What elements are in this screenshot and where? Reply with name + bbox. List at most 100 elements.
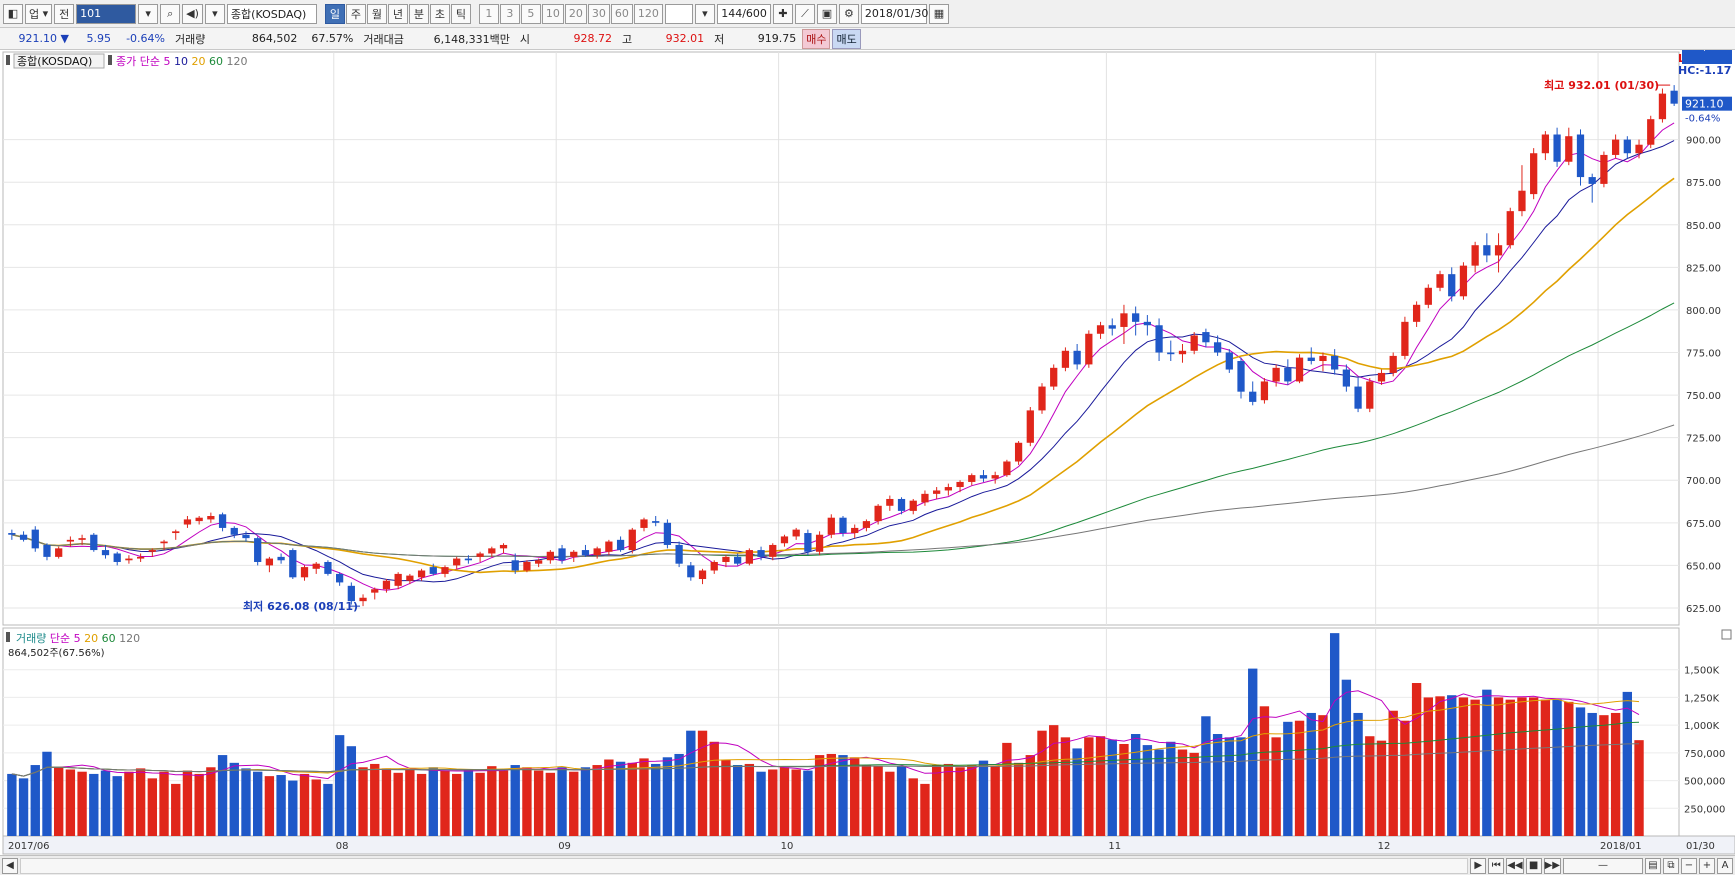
volume-bar	[803, 770, 813, 836]
candle	[43, 544, 51, 557]
price-y-tick: 700.00	[1686, 476, 1721, 487]
volume-legend-title: 거래량	[16, 632, 50, 645]
count-input[interactable]: 144/600	[716, 3, 771, 24]
interval-dropdown-icon[interactable]: ▾	[694, 3, 715, 24]
x-axis-label: 2017/06	[8, 841, 50, 852]
drawing-tool-icon[interactable]: ⟋	[794, 3, 815, 24]
play-back-icon[interactable]: ◀◀	[1506, 857, 1524, 874]
gear-icon[interactable]: ⚙	[838, 3, 859, 24]
candle	[710, 561, 718, 571]
interval-custom-input[interactable]	[664, 3, 693, 24]
candle	[1026, 410, 1034, 443]
volume-ma-line-120	[11, 743, 1640, 777]
menu-dropdown-icon[interactable]: ▾	[204, 3, 225, 24]
candle	[1225, 352, 1233, 370]
candle	[1600, 154, 1608, 184]
volume-bar	[1177, 749, 1188, 836]
interval-button-7[interactable]: 120	[633, 3, 663, 24]
interval-button-5[interactable]: 30	[587, 3, 610, 24]
candle	[113, 553, 121, 562]
interval-button-0[interactable]: 1	[478, 3, 499, 24]
volume-bar	[967, 765, 977, 836]
zoom-out-icon[interactable]: −	[1681, 857, 1697, 874]
candle	[136, 556, 145, 559]
candle	[652, 521, 660, 523]
candle	[581, 550, 590, 556]
volume-bar	[147, 778, 158, 836]
candle	[55, 548, 63, 557]
calendar-icon[interactable]: ▦	[928, 3, 949, 24]
last-volume-label: 864,502	[1684, 50, 1725, 53]
candle	[441, 567, 449, 574]
play-forward-icon[interactable]: ▶▶	[1543, 857, 1561, 874]
interval-button-2[interactable]: 5	[520, 3, 541, 24]
sell-button[interactable]: 매도	[832, 28, 861, 49]
candle	[1647, 119, 1655, 145]
font-size-icon[interactable]: A	[1717, 857, 1733, 874]
save-icon[interactable]: ▣	[816, 3, 837, 24]
crosshair-icon[interactable]: ✚	[772, 3, 793, 24]
volume-bar	[1447, 695, 1457, 836]
layout-icon[interactable]: ▤	[1645, 857, 1661, 874]
zoom-in-icon[interactable]: +	[1699, 857, 1715, 874]
volume-bar	[77, 771, 87, 836]
jump-first-icon[interactable]: ⏮	[1488, 857, 1505, 874]
volume-bar	[1248, 668, 1258, 836]
buy-button[interactable]: 매수	[802, 28, 831, 49]
date-input[interactable]: 2018/01/30	[860, 3, 928, 24]
zoom-slider[interactable]: —	[1563, 857, 1643, 874]
period-button-0[interactable]: 일	[324, 3, 345, 24]
candle	[66, 539, 75, 542]
candle	[230, 527, 238, 535]
candle	[312, 563, 320, 569]
market-select[interactable]: 업 ▾	[25, 3, 53, 24]
candle	[1319, 355, 1327, 362]
volume-bar	[1400, 720, 1410, 836]
chart-type-icon[interactable]: ◧	[3, 3, 23, 24]
interval-button-6[interactable]: 60	[610, 3, 633, 24]
candle	[347, 585, 355, 602]
interval-button-4[interactable]: 20	[564, 3, 587, 24]
interval-button-3[interactable]: 10	[541, 3, 564, 24]
code-input[interactable]: 101	[76, 3, 137, 24]
prev-button[interactable]: 전	[54, 3, 75, 24]
speaker-icon[interactable]: ◀)	[182, 3, 203, 24]
stock-chart[interactable]: 900.00 875.00 850.00 825.00 800.00 775.00 750.…	[0, 50, 1735, 855]
volume-legend-ma-5: 5	[74, 632, 85, 645]
chart-scrollbar[interactable]: ◀ ▶ ⏮ ◀◀ ■ ▶▶ — ▤ ⧉ − + A	[0, 855, 1735, 875]
volume-ratio: 67.57%	[311, 32, 354, 45]
volume-bar	[89, 773, 99, 836]
magnifier-icon[interactable]: ⌕	[160, 3, 181, 24]
volume-panel-close-icon	[1721, 629, 1732, 640]
volume-ma-line-20	[11, 698, 1640, 777]
candle	[1272, 367, 1280, 382]
candle	[815, 534, 824, 552]
interval-button-1[interactable]: 3	[499, 3, 520, 24]
x-axis-bar	[2, 835, 1735, 855]
price-y-tick: 850.00	[1686, 221, 1721, 232]
scroll-right-icon[interactable]: ▶	[1470, 857, 1487, 874]
scroll-track[interactable]	[20, 857, 1469, 874]
period-button-5[interactable]: 초	[429, 3, 450, 24]
volume-bar	[545, 772, 556, 836]
stop-icon[interactable]: ■	[1525, 857, 1542, 874]
candle	[90, 534, 98, 551]
period-button-6[interactable]: 틱	[450, 3, 471, 24]
compare-icon[interactable]: ⧉	[1663, 857, 1679, 874]
period-button-1[interactable]: 주	[345, 3, 366, 24]
candle	[757, 550, 765, 557]
candle	[745, 550, 753, 564]
period-button-3[interactable]: 년	[387, 3, 408, 24]
candle	[207, 516, 215, 520]
candle	[394, 573, 402, 586]
period-button-4[interactable]: 분	[408, 3, 429, 24]
candle	[1541, 134, 1550, 154]
volume-bar	[651, 763, 661, 836]
period-button-2[interactable]: 월	[366, 3, 387, 24]
legend-handle-icon	[108, 55, 112, 65]
code-dropdown-icon[interactable]: ▾	[138, 3, 159, 24]
candle	[453, 558, 461, 566]
scroll-left-icon[interactable]: ◀	[2, 857, 18, 874]
volume-bar	[463, 769, 474, 836]
